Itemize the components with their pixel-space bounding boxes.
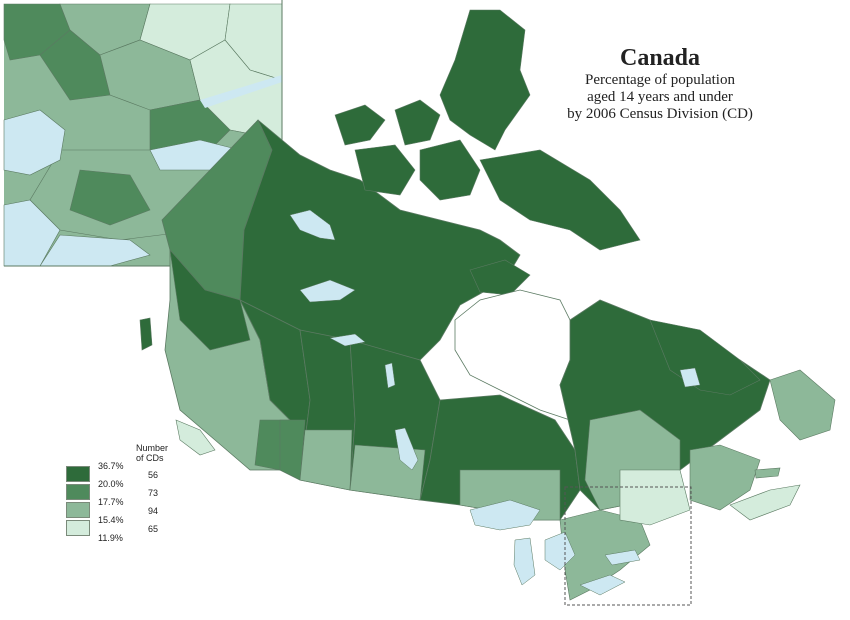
legend-count-header: Number of CDs	[136, 443, 169, 463]
legend-break-1: 36.7%	[98, 461, 124, 471]
region-st-lawrence-valley	[619, 469, 691, 526]
region-prince-edward-island	[754, 467, 781, 479]
region-new-brunswick	[689, 444, 761, 511]
region-victoria-island	[354, 144, 416, 196]
lake-superior	[469, 499, 541, 531]
legend-swatch-class-2	[66, 484, 90, 500]
great-slave-lake	[299, 279, 356, 303]
region-baffin-island	[479, 149, 641, 251]
inset-region-central-west	[39, 29, 111, 101]
region-haida-gwaii	[139, 317, 153, 351]
subtitle-line-2: aged 14 years and under	[587, 89, 733, 105]
inset-locator-frame	[564, 486, 692, 606]
region-ellesmere-island	[439, 9, 531, 151]
subtitle-line-1: Percentage of population	[585, 72, 735, 88]
legend-break-3: 17.7%	[98, 497, 124, 507]
title-block: Canada Percentage of population aged 14 …	[530, 44, 790, 123]
inset-lake-erie	[39, 234, 151, 267]
smallwood-reservoir	[679, 367, 701, 388]
inset-region-golden-horseshoe	[69, 169, 151, 226]
lake-huron	[544, 531, 576, 571]
great-bear-lake	[289, 209, 336, 241]
lake-ontario	[604, 549, 641, 566]
inset-lake-michigan	[3, 199, 61, 267]
lake-winnipeg	[394, 427, 419, 471]
region-arctic-island-3	[419, 139, 481, 201]
inset-st-lawrence-river	[200, 75, 282, 108]
region-southern-saskatchewan	[299, 429, 353, 491]
map-title: Canada	[619, 45, 701, 71]
legend-break-2: 20.0%	[98, 479, 124, 489]
legend-swatch-class-3	[66, 502, 90, 518]
legend-count-class-3: 94	[148, 506, 159, 516]
region-arctic-island-2	[394, 99, 441, 146]
legend-count-class-2: 73	[148, 488, 159, 498]
legend-break-4: 15.4%	[98, 515, 124, 525]
region-labrador	[649, 319, 761, 396]
lake-athabasca	[329, 333, 366, 347]
subtitle-line-3: by 2006 Census Division (CD)	[567, 106, 753, 122]
region-northern-bc	[169, 249, 251, 351]
legend-break-5: 11.9%	[98, 533, 123, 543]
legend-count-class-4: 65	[148, 524, 159, 534]
reindeer-lake	[384, 362, 396, 389]
lake-michigan	[513, 537, 536, 586]
region-nova-scotia	[729, 484, 801, 521]
region-arctic-island-1	[334, 104, 386, 146]
lake-erie	[579, 574, 626, 596]
region-vancouver-island	[175, 419, 216, 456]
region-southampton-island	[469, 259, 531, 296]
legend-swatch-class-4	[66, 520, 90, 536]
legend: Number of CDs 36.7% 20.0% 17.7% 15.4% 11…	[66, 440, 206, 570]
inset-lake-huron	[3, 109, 66, 176]
legend-swatch-class-1	[66, 466, 90, 482]
legend-count-class-1: 56	[148, 470, 159, 480]
region-newfoundland	[769, 369, 836, 441]
